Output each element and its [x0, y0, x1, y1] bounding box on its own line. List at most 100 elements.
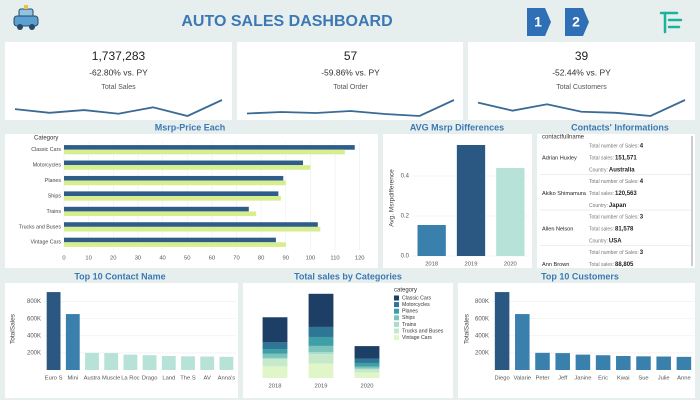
kpi-label: Total Sales [101, 84, 136, 91]
x-tick-label: 50 [184, 256, 190, 262]
panel-title: Contacts' Informations [571, 122, 669, 132]
kpi-card [237, 42, 463, 120]
field-value: Australia [609, 168, 635, 174]
bar [200, 356, 215, 370]
y-tick-label: Trains [46, 209, 61, 215]
title-band [243, 270, 453, 283]
y-tick-label: 200K [475, 350, 489, 356]
y-tick-label: Classic Cars [31, 147, 61, 153]
x-tick-label: 0 [62, 256, 65, 262]
x-tick-label: Jeff [558, 376, 568, 382]
column-header: contactfullname [542, 135, 585, 141]
chart-title: AVG Msrp Differences [410, 122, 504, 132]
field-value: 3 [640, 250, 644, 256]
kpi-sparkline [14, 99, 223, 117]
bar-segment [354, 358, 380, 363]
field-label: Total number of Sales: [589, 214, 639, 220]
page-button[interactable]: 1 [527, 8, 551, 36]
x-tick-label: Euro S [45, 376, 63, 382]
bar [496, 168, 525, 256]
bar-segment [262, 366, 288, 378]
x-tick-label: 2018 [425, 262, 438, 268]
kpi-change: -52.44% vs. PY [552, 67, 611, 77]
title-band [5, 270, 238, 283]
button-label[interactable]: 1 [534, 14, 542, 30]
car-icon [13, 5, 39, 30]
bar [64, 160, 304, 166]
y-tick-label: 0.0 [401, 254, 410, 260]
title-band [5, 122, 378, 134]
legend-label: Motorcycles [402, 302, 430, 308]
logo [659, 11, 683, 34]
page-button[interactable]: 2 [565, 8, 589, 36]
kpi-value: 57 [344, 49, 358, 63]
x-tick-label: Sue [638, 376, 648, 382]
bar [555, 353, 570, 370]
kpi-change: -59.86% vs. PY [321, 67, 380, 77]
contact-name: Akiko Shimamura [542, 191, 587, 197]
bar [595, 355, 611, 370]
bar [64, 226, 321, 232]
field-value: 88,805 [615, 262, 634, 268]
y-tick-label: 800K [475, 299, 489, 305]
x-tick-label: Kwai [617, 376, 630, 382]
legend-title: category [394, 288, 417, 294]
bar-segment [354, 369, 380, 373]
y-tick-label: 600K [27, 316, 41, 322]
field-value: 4 [640, 179, 644, 185]
x-tick-label: Muscle [102, 376, 120, 382]
y-tick-label: Vintage Cars [30, 240, 61, 246]
kpi-card [468, 42, 695, 120]
x-tick-label: La Roc [121, 376, 139, 382]
x-tick-label: 60 [209, 256, 215, 262]
legend-swatch [394, 328, 399, 334]
x-tick-label: 80 [258, 256, 264, 262]
bar [494, 292, 510, 370]
bar-segment [262, 359, 288, 367]
y-tick-label: Planes [45, 178, 62, 184]
bar-segment [354, 368, 380, 370]
y-tick-label: 400K [475, 333, 489, 339]
bar [65, 314, 80, 370]
contact-name: Adrian Huxley [542, 155, 577, 161]
bar-segment [308, 293, 334, 327]
bar [64, 242, 286, 247]
legend-swatch [394, 302, 399, 308]
bar-segment [308, 326, 334, 337]
kpi-value: 39 [575, 49, 589, 63]
bar-segment [262, 348, 288, 354]
kpi-sparkline [477, 99, 686, 117]
legend-swatch [394, 295, 399, 301]
x-tick-label: 110 [330, 256, 339, 262]
button-label[interactable]: 2 [572, 14, 580, 30]
x-tick-label: Land [162, 376, 175, 382]
bar [656, 356, 671, 370]
legend-label: Trucks and Buses [402, 328, 444, 334]
field-label: Total number of Sales: [589, 143, 639, 149]
bar [636, 356, 651, 370]
bar [575, 354, 591, 370]
x-tick-label: Mini [67, 376, 78, 382]
bar [64, 149, 345, 155]
bar [46, 292, 61, 370]
chart-title: Total sales by Categories [294, 271, 402, 281]
field-value: 81,578 [615, 227, 634, 233]
y-axis-label: Avg. Msrpdifference [389, 169, 396, 227]
x-tick-label: Anna's [218, 376, 236, 382]
legend-swatch [394, 321, 399, 327]
y-tick-label: Motorcycles [33, 163, 62, 169]
legend-swatch [394, 308, 399, 314]
x-tick-label: 90 [283, 256, 289, 262]
y-axis-label: TotalSales [464, 313, 471, 344]
legend-swatch [394, 335, 399, 341]
bar-segment [308, 354, 334, 364]
x-tick-label: Peter [536, 376, 550, 382]
bar [64, 145, 355, 150]
kpi-change: -62.80% vs. PY [89, 67, 148, 77]
bar [64, 211, 257, 217]
bar [456, 145, 486, 256]
category-axis-label: Category [34, 136, 58, 142]
title-band [383, 122, 532, 134]
field-label: Total sales: [589, 155, 614, 161]
